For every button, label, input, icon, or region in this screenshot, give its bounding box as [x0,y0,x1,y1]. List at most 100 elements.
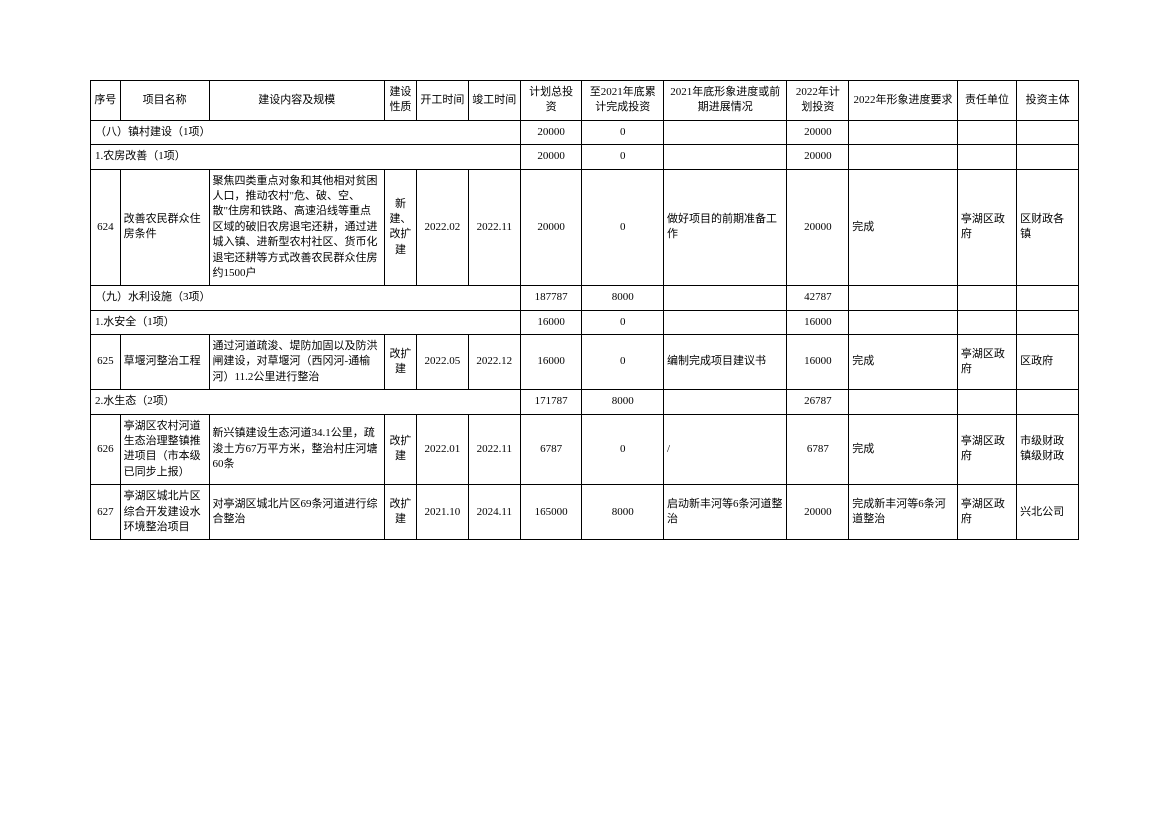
header-req2022: 2022年形象进度要求 [849,81,958,121]
cell-cum: 0 [582,310,664,334]
header-name: 项目名称 [120,81,209,121]
cell-name: 草堰河整治工程 [120,335,209,390]
cell-unit: 亭湖区政府 [957,169,1016,286]
cell-seq: 627 [91,485,121,540]
table-row: 625草堰河整治工程通过河道疏浚、堤防加固以及防洪闸建设，对草堰河（西冈河-通榆… [91,335,1079,390]
table-header: 序号 项目名称 建设内容及规模 建设性质 开工时间 竣工时间 计划总投资 至20… [91,81,1079,121]
cell-req2022 [849,310,958,334]
cell-prog2021 [663,120,787,144]
cell-req2022 [849,120,958,144]
header-prog2021: 2021年底形象进度或前期进展情况 [663,81,787,121]
cell-plan2022: 20000 [787,145,849,169]
cell-prog2021: / [663,414,787,485]
table-row: 627亭湖区城北片区综合开发建设水环境整治项目对亭湖区城北片区69条河道进行综合… [91,485,1079,540]
table-row: 1.农房改善（1项）20000020000 [91,145,1079,169]
cell-cum: 8000 [582,286,664,310]
cell-total: 16000 [520,335,582,390]
cell-unit [957,310,1016,334]
cell-cum: 8000 [582,390,664,414]
header-seq: 序号 [91,81,121,121]
section-label: （九）水利设施（3项） [91,286,521,310]
cell-cum: 0 [582,414,664,485]
cell-investor: 市级财政镇级财政 [1017,414,1079,485]
cell-plan2022: 6787 [787,414,849,485]
cell-total: 6787 [520,414,582,485]
cell-req2022 [849,145,958,169]
table-row: 2.水生态（2项）171787800026787 [91,390,1079,414]
cell-investor: 兴北公司 [1017,485,1079,540]
section-label: 2.水生态（2项） [91,390,521,414]
cell-req2022 [849,390,958,414]
cell-investor: 区财政各镇 [1017,169,1079,286]
cell-investor [1017,286,1079,310]
cell-total: 171787 [520,390,582,414]
cell-prog2021 [663,286,787,310]
cell-total: 20000 [520,169,582,286]
cell-req2022: 完成 [849,335,958,390]
cell-cum: 0 [582,335,664,390]
cell-prog2021 [663,390,787,414]
cell-req2022: 完成 [849,414,958,485]
cell-content: 聚焦四类重点对象和其他相对贫困人口，推动农村"危、破、空、散"住房和铁路、高速沿… [209,169,384,286]
cell-req2022: 完成 [849,169,958,286]
table-body: （八）镇村建设（1项）200000200001.农房改善（1项）20000020… [91,120,1079,540]
table-row: 626亭湖区农村河道生态治理整镇推进项目（市本级已同步上报）新兴镇建设生态河道3… [91,414,1079,485]
cell-total: 20000 [520,120,582,144]
header-plan2022: 2022年计划投资 [787,81,849,121]
cell-investor: 区政府 [1017,335,1079,390]
cell-start: 2021.10 [417,485,469,540]
cell-plan2022: 42787 [787,286,849,310]
section-label: （八）镇村建设（1项） [91,120,521,144]
cell-end: 2022.11 [468,169,520,286]
cell-nature: 改扩建 [384,414,416,485]
cell-total: 16000 [520,310,582,334]
cell-nature: 改扩建 [384,485,416,540]
cell-unit: 亭湖区政府 [957,485,1016,540]
cell-req2022: 完成新丰河等6条河道整治 [849,485,958,540]
cell-cum: 0 [582,145,664,169]
cell-prog2021 [663,310,787,334]
cell-total: 20000 [520,145,582,169]
cell-req2022 [849,286,958,310]
cell-cum: 8000 [582,485,664,540]
project-table: 序号 项目名称 建设内容及规模 建设性质 开工时间 竣工时间 计划总投资 至20… [90,80,1079,540]
header-content: 建设内容及规模 [209,81,384,121]
cell-unit [957,145,1016,169]
header-cum: 至2021年底累计完成投资 [582,81,664,121]
cell-unit: 亭湖区政府 [957,414,1016,485]
table-row: （八）镇村建设（1项）20000020000 [91,120,1079,144]
cell-unit [957,286,1016,310]
section-label: 1.农房改善（1项） [91,145,521,169]
cell-nature: 新建、改扩建 [384,169,416,286]
header-investor: 投资主体 [1017,81,1079,121]
cell-plan2022: 20000 [787,485,849,540]
cell-investor [1017,310,1079,334]
cell-plan2022: 20000 [787,169,849,286]
cell-prog2021 [663,145,787,169]
cell-seq: 626 [91,414,121,485]
header-end: 竣工时间 [468,81,520,121]
cell-investor [1017,390,1079,414]
cell-end: 2022.11 [468,414,520,485]
cell-content: 通过河道疏浚、堤防加固以及防洪闸建设，对草堰河（西冈河-通榆河）11.2公里进行… [209,335,384,390]
cell-start: 2022.02 [417,169,469,286]
cell-plan2022: 20000 [787,120,849,144]
cell-plan2022: 16000 [787,335,849,390]
cell-end: 2024.11 [468,485,520,540]
cell-prog2021: 编制完成项目建议书 [663,335,787,390]
cell-seq: 625 [91,335,121,390]
table-row: 624改善农民群众住房条件聚焦四类重点对象和其他相对贫困人口，推动农村"危、破、… [91,169,1079,286]
cell-investor [1017,120,1079,144]
cell-name: 亭湖区城北片区综合开发建设水环境整治项目 [120,485,209,540]
header-nature: 建设性质 [384,81,416,121]
cell-unit: 亭湖区政府 [957,335,1016,390]
cell-content: 新兴镇建设生态河道34.1公里，疏浚土方67万平方米，整治村庄河塘60条 [209,414,384,485]
cell-prog2021: 启动新丰河等6条河道整治 [663,485,787,540]
cell-seq: 624 [91,169,121,286]
cell-unit [957,120,1016,144]
header-total: 计划总投资 [520,81,582,121]
cell-name: 改善农民群众住房条件 [120,169,209,286]
cell-total: 165000 [520,485,582,540]
cell-prog2021: 做好项目的前期准备工作 [663,169,787,286]
cell-name: 亭湖区农村河道生态治理整镇推进项目（市本级已同步上报） [120,414,209,485]
